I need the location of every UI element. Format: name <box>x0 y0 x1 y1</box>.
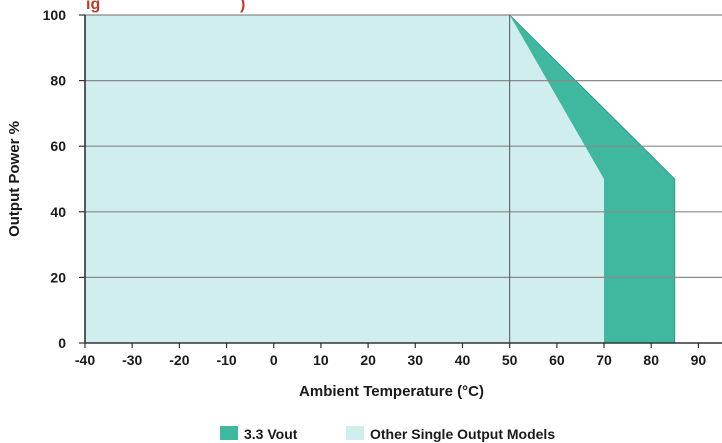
x-tick-label-70: 70 <box>596 352 612 368</box>
x-tick-label-0: 0 <box>270 352 278 368</box>
y-tick-label-40: 40 <box>50 204 66 220</box>
x-tick-label--40: -40 <box>75 352 95 368</box>
legend-swatch-3-3-vout <box>220 426 238 440</box>
x-tick-label-50: 50 <box>502 352 518 368</box>
title-fragment: ig <box>86 0 100 13</box>
x-axis-title: Ambient Temperature (°C) <box>299 383 484 400</box>
legend-label-other-models: Other Single Output Models <box>370 426 555 442</box>
legend: 3.3 Vout Other Single Output Models <box>220 426 555 442</box>
y-tick-label-80: 80 <box>50 73 66 89</box>
legend-swatch-other-models <box>346 426 364 440</box>
grid-lines <box>85 14 722 343</box>
x-tick-label-20: 20 <box>360 352 376 368</box>
x-tick-label-40: 40 <box>455 352 471 368</box>
x-tick-label--20: -20 <box>169 352 189 368</box>
y-tick-label-0: 0 <box>58 335 66 351</box>
y-tick-label-60: 60 <box>50 138 66 154</box>
x-tick-label-30: 30 <box>408 352 424 368</box>
y-tick-label-100: 100 <box>43 7 67 23</box>
x-tick-label-10: 10 <box>313 352 329 368</box>
y-tick-label-20: 20 <box>50 269 66 285</box>
axes <box>84 15 722 344</box>
x-tick-label-80: 80 <box>643 352 659 368</box>
area-other-single-output-models <box>85 15 604 343</box>
x-tick-label-60: 60 <box>549 352 565 368</box>
title-fragment-2: ) <box>240 0 245 13</box>
tick-labels: 0 20 40 60 80 100 -40 -30 -20 -10 0 10 20 30 40 50 60 70 8… <box>43 7 707 368</box>
y-axis-title: Output Power % <box>6 121 23 237</box>
plot-area <box>84 14 676 344</box>
x-tick-label--10: -10 <box>216 352 236 368</box>
x-tick-label--30: -30 <box>122 352 142 368</box>
legend-label-3-3-vout: 3.3 Vout <box>244 426 298 442</box>
x-tick-label-90: 90 <box>691 352 707 368</box>
